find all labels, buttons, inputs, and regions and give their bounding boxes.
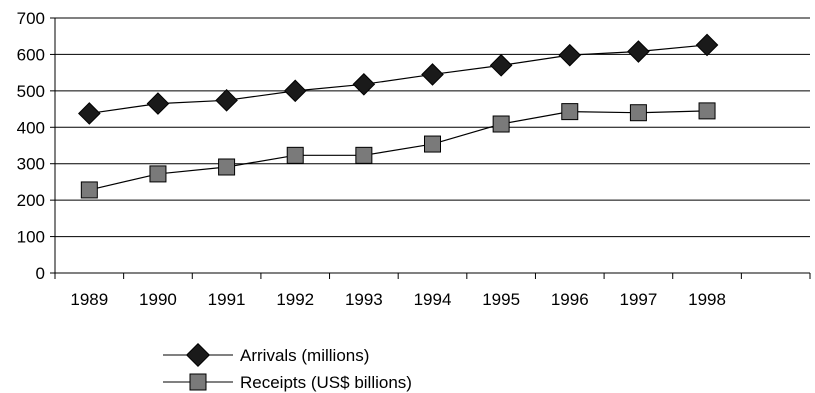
y-tick-label: 700 xyxy=(17,9,45,28)
series-1 xyxy=(80,102,716,199)
x-axis-tick-labels: 1989 1990 1991 1992 1993 1994 1995 1996 1997 1998 xyxy=(70,290,726,309)
data-point-diamond xyxy=(78,102,101,125)
data-point-diamond xyxy=(421,63,444,86)
legend-label-arrivals: Arrivals (millions) xyxy=(240,346,369,365)
x-tick-label: 1996 xyxy=(551,290,589,309)
y-tick-label: 300 xyxy=(17,155,45,174)
legend-diamond-marker xyxy=(185,342,211,368)
y-tick-label: 100 xyxy=(17,228,45,247)
data-point-diamond xyxy=(283,79,307,103)
data-point-square xyxy=(80,181,98,199)
data-point-square xyxy=(355,146,373,164)
series-line xyxy=(89,44,708,115)
axes xyxy=(50,17,811,279)
data-point-square xyxy=(149,165,167,183)
y-tick-label: 500 xyxy=(17,82,45,101)
y-tick-label: 200 xyxy=(17,191,45,210)
x-tick-label: 1994 xyxy=(414,290,452,309)
legend: Arrivals (millions) Receipts (US$ billio… xyxy=(163,342,412,392)
x-tick-label: 1989 xyxy=(70,290,108,309)
data-point-diamond xyxy=(489,54,513,77)
series-line xyxy=(89,110,708,191)
gridlines xyxy=(55,17,810,238)
y-tick-label: 0 xyxy=(36,264,45,283)
x-tick-label: 1995 xyxy=(482,290,520,309)
legend-label-receipts: Receipts (US$ billions) xyxy=(240,373,412,392)
x-tick-label: 1997 xyxy=(619,290,657,309)
data-point-square xyxy=(698,102,716,120)
y-tick-label: 400 xyxy=(17,118,45,137)
data-point-square xyxy=(286,146,304,164)
x-tick-label: 1998 xyxy=(688,290,726,309)
series-layer xyxy=(78,33,719,199)
data-point-square xyxy=(492,115,510,133)
data-point-diamond xyxy=(146,92,170,115)
x-tick-label: 1993 xyxy=(345,290,383,309)
data-point-diamond xyxy=(215,89,238,112)
legend-item-receipts: Receipts (US$ billions) xyxy=(163,373,412,392)
x-tick-label: 1991 xyxy=(208,290,246,309)
data-point-square xyxy=(424,135,441,153)
data-point-diamond xyxy=(352,72,376,96)
series-0 xyxy=(78,33,719,125)
x-tick-label: 1990 xyxy=(139,290,177,309)
y-axis-tick-labels: 0 100 200 300 400 500 600 700 xyxy=(17,9,45,283)
data-point-square xyxy=(561,103,579,121)
x-tick-label: 1992 xyxy=(276,290,314,309)
data-point-diamond xyxy=(558,43,582,67)
legend-item-arrivals: Arrivals (millions) xyxy=(163,342,369,368)
data-point-square xyxy=(218,158,236,176)
legend-square-marker xyxy=(189,373,207,391)
data-point-diamond xyxy=(695,33,719,57)
y-tick-label: 600 xyxy=(17,45,45,64)
data-point-square xyxy=(629,104,647,122)
data-point-diamond xyxy=(627,40,650,63)
